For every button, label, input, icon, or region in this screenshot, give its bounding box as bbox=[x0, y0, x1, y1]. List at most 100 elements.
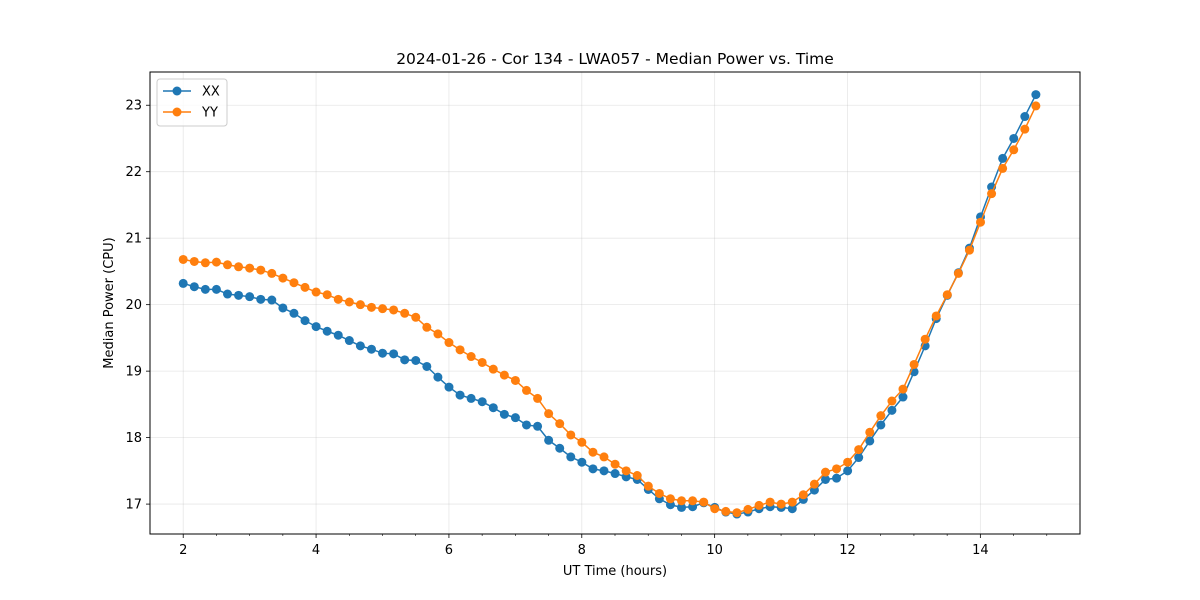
legend-label-xx: XX bbox=[202, 85, 220, 100]
data-point bbox=[820, 467, 830, 477]
data-point bbox=[400, 355, 410, 365]
data-point bbox=[178, 278, 188, 288]
data-point bbox=[743, 504, 753, 514]
data-point bbox=[433, 372, 443, 382]
legend: XX YY bbox=[156, 78, 228, 127]
data-point bbox=[444, 338, 454, 348]
data-point bbox=[466, 352, 476, 362]
data-point bbox=[178, 254, 188, 264]
data-point bbox=[1031, 101, 1041, 111]
grid-lines bbox=[150, 72, 1080, 534]
data-point bbox=[300, 282, 310, 292]
data-point bbox=[632, 471, 642, 480]
data-point bbox=[1009, 145, 1019, 155]
data-point bbox=[422, 361, 432, 371]
data-point bbox=[577, 457, 587, 467]
data-point bbox=[223, 289, 233, 299]
data-point bbox=[710, 504, 720, 514]
legend-label-yy: YY bbox=[201, 106, 218, 121]
data-point bbox=[688, 496, 698, 506]
data-point bbox=[378, 304, 388, 314]
data-point bbox=[211, 257, 221, 267]
data-point bbox=[211, 284, 221, 294]
data-point bbox=[1009, 133, 1019, 143]
data-point bbox=[754, 500, 764, 510]
data-point bbox=[876, 420, 886, 430]
data-point bbox=[887, 396, 897, 406]
data-point bbox=[245, 292, 255, 302]
x-tick-label: 12 bbox=[839, 543, 856, 558]
data-point bbox=[820, 474, 830, 484]
data-point bbox=[333, 330, 343, 340]
x-tick-label: 10 bbox=[706, 543, 723, 558]
chart-title: 2024-01-26 - Cor 134 - LWA057 - Median P… bbox=[396, 50, 834, 68]
data-point bbox=[787, 504, 797, 514]
data-point bbox=[189, 256, 199, 266]
data-point bbox=[942, 290, 952, 300]
data-point bbox=[300, 316, 310, 326]
data-point bbox=[267, 295, 277, 305]
data-point bbox=[200, 284, 210, 294]
data-point bbox=[898, 392, 908, 402]
data-point bbox=[1020, 124, 1030, 134]
data-point bbox=[322, 326, 332, 336]
data-point bbox=[599, 466, 609, 476]
data-point bbox=[278, 273, 288, 283]
data-point bbox=[976, 217, 986, 227]
data-point bbox=[510, 375, 520, 385]
data-point bbox=[234, 290, 244, 300]
data-point bbox=[189, 282, 199, 292]
data-point bbox=[865, 427, 875, 437]
data-point bbox=[588, 447, 598, 457]
data-point bbox=[477, 357, 487, 367]
data-point bbox=[355, 341, 365, 351]
data-point bbox=[522, 385, 531, 395]
data-point bbox=[234, 262, 244, 272]
data-point bbox=[721, 506, 731, 516]
data-point bbox=[344, 297, 354, 307]
data-point bbox=[566, 452, 576, 462]
data-point bbox=[987, 189, 997, 199]
data-point bbox=[411, 312, 421, 322]
data-point bbox=[998, 163, 1008, 173]
data-point bbox=[366, 302, 376, 312]
data-point bbox=[344, 336, 354, 346]
data-point bbox=[599, 452, 609, 462]
data-point bbox=[699, 497, 709, 507]
data-point bbox=[322, 290, 332, 300]
data-point bbox=[444, 382, 454, 392]
data-point bbox=[787, 497, 797, 507]
data-point bbox=[920, 334, 930, 344]
data-point bbox=[765, 497, 775, 507]
data-point bbox=[355, 300, 365, 310]
y-axis-label: Median Power (CPU) bbox=[102, 237, 117, 368]
data-point bbox=[389, 349, 399, 359]
y-tick-label: 17 bbox=[125, 498, 142, 513]
data-point bbox=[433, 329, 443, 339]
data-point bbox=[200, 258, 210, 268]
data-point bbox=[389, 305, 399, 315]
data-point bbox=[488, 403, 498, 413]
data-point bbox=[466, 393, 476, 403]
data-point bbox=[533, 393, 543, 403]
data-point bbox=[522, 420, 531, 430]
data-point bbox=[455, 345, 465, 355]
data-point bbox=[854, 453, 864, 463]
data-point bbox=[544, 409, 554, 419]
data-point bbox=[732, 508, 742, 518]
data-point bbox=[953, 268, 963, 278]
data-point bbox=[854, 445, 864, 455]
data-point bbox=[455, 390, 465, 400]
data-point bbox=[832, 473, 842, 483]
data-point bbox=[333, 294, 343, 304]
x-axis-label: UT Time (hours) bbox=[563, 564, 667, 579]
series-layer bbox=[178, 90, 1041, 519]
legend-marker-yy bbox=[172, 107, 182, 117]
data-point bbox=[832, 464, 842, 474]
data-point bbox=[843, 457, 853, 467]
data-point bbox=[566, 430, 576, 440]
x-tick-label: 6 bbox=[445, 543, 453, 558]
data-point bbox=[366, 344, 376, 354]
data-point bbox=[643, 481, 653, 491]
